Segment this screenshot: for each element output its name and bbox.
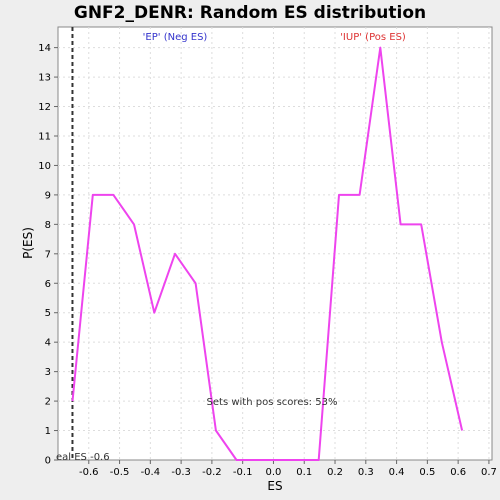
x-tick-label: 0.4	[389, 467, 405, 478]
x-tick-label: 0.0	[266, 467, 282, 478]
x-axis-title: ES	[267, 479, 282, 493]
y-tick-label: 8	[45, 220, 51, 231]
x-tick-label: -0.2	[202, 467, 222, 478]
plot-area	[57, 26, 493, 461]
y-tick-label: 9	[45, 190, 51, 201]
x-tick-label: -0.6	[79, 467, 99, 478]
y-tick-label: 1	[45, 426, 51, 437]
y-tick-label: 10	[38, 161, 51, 172]
y-tick-label: 4	[45, 338, 51, 349]
x-tick-label: -0.4	[141, 467, 161, 478]
y-tick-label: 5	[45, 308, 51, 319]
y-axis-title: P(ES)	[21, 227, 35, 259]
y-tick-label: 13	[38, 73, 51, 84]
x-tick-label: 0.5	[419, 467, 435, 478]
y-tick-label: 6	[45, 279, 51, 290]
series-group	[71, 46, 464, 461]
x-tick-label: -0.5	[110, 467, 130, 478]
neg-es-label: 'EP' (Neg ES)	[143, 32, 208, 43]
x-tick-label: -0.3	[171, 467, 191, 478]
x-tick-label: 0.3	[358, 467, 374, 478]
y-tick-label: 2	[45, 397, 51, 408]
x-tick-label: -0.1	[233, 467, 253, 478]
y-tick-label: 3	[45, 367, 51, 378]
pos-es-label: 'IUP' (Pos ES)	[340, 32, 406, 43]
pos-scores-annotation: Sets with pos scores: 53%	[207, 397, 338, 408]
x-tick-label: 0.6	[450, 467, 466, 478]
y-tick-label: 14	[38, 43, 51, 54]
reference-line-label: eal ES -0.6	[56, 452, 110, 463]
series-line	[71, 46, 464, 461]
x-tick-label: 0.7	[481, 467, 497, 478]
y-tick-label: 12	[38, 102, 51, 113]
y-tick-label: 11	[38, 131, 51, 142]
y-tick-label: 0	[45, 456, 51, 467]
x-tick-label: 0.2	[327, 467, 343, 478]
y-tick-label: 7	[45, 249, 51, 260]
chart-title: GNF2_DENR: Random ES distribution	[74, 3, 426, 23]
x-tick-label: 0.1	[296, 467, 312, 478]
